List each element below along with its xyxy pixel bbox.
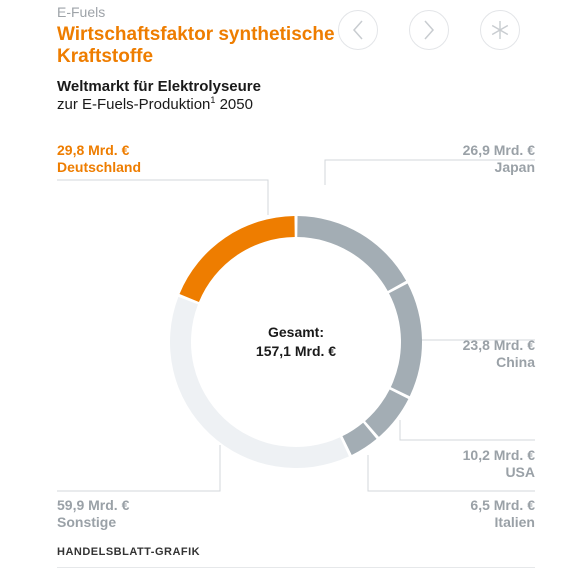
category-label-italien: Italien [495,514,535,530]
category-label-deutschland: Deutschland [57,159,141,175]
category-label-china: China [496,354,535,370]
donut-chart: Gesamt: 157,1 Mrd. € 26,9 Mrd. €Japan 23,… [57,142,536,530]
total-label: Gesamt: [268,324,324,340]
leader-line-italien [367,455,535,492]
chevron-right-icon [424,20,435,40]
value-label-china: 23,8 Mrd. € [463,337,536,353]
share-button[interactable] [480,10,520,50]
slice-japan [297,216,407,292]
category-label-usa: USA [505,464,535,480]
previous-button[interactable] [338,10,378,50]
slice-deutschland [179,216,295,302]
chart-subtitle: Weltmarkt für Elektrolyseure [57,78,261,95]
category-label-sonstige: Sonstige [57,514,116,530]
category-label-japan: Japan [495,159,535,175]
footnote-marker: 1 [210,95,216,105]
value-label-italien: 6,5 Mrd. € [470,497,535,513]
leader-line-deutschland [57,179,269,215]
value-label-usa: 10,2 Mrd. € [463,447,536,463]
slice-italien [342,422,377,456]
next-button[interactable] [409,10,449,50]
chevron-left-icon [352,20,363,40]
leader-line-japan [324,159,535,185]
leader-line-sonstige [57,445,221,492]
value-label-japan: 26,9 Mrd. € [463,142,536,158]
page-title: Wirtschaftsfaktor synthetische Kraftstof… [57,24,335,67]
section-kicker: E-Fuels [57,4,106,20]
divider [57,567,535,568]
slice-china [389,283,422,397]
leader-line-usa [399,420,535,441]
value-label-sonstige: 59,9 Mrd. € [57,497,130,513]
credit-line: HANDELSBLATT-GRAFIK [57,546,201,558]
chart-subtitle-detail: zur E-Fuels-Produktion1 2050 [57,95,253,113]
slice-usa [365,389,409,437]
slice-sonstige [169,296,349,469]
asterisk-icon [491,21,509,39]
value-label-deutschland: 29,8 Mrd. € [57,142,130,158]
total-value: 157,1 Mrd. € [256,343,336,359]
